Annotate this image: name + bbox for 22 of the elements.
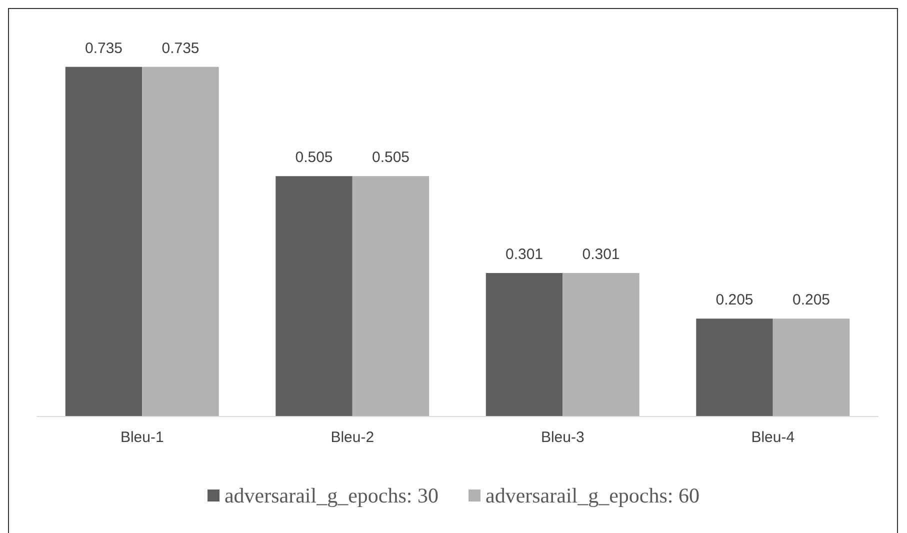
bar: [696, 318, 773, 416]
data-label: 0.205: [792, 292, 830, 309]
data-label: 0.505: [295, 149, 333, 166]
bar: [562, 273, 640, 416]
legend-label: adversarail_g_epochs: 30: [224, 484, 439, 508]
bar: [486, 273, 563, 416]
bar: [352, 176, 430, 416]
bar: [142, 66, 219, 416]
bar: [65, 66, 142, 416]
data-label: 0.735: [84, 40, 123, 57]
data-label: 0.205: [716, 292, 754, 309]
x-tick-label: Bleu-3: [540, 429, 584, 446]
data-label: 0.735: [162, 40, 200, 57]
x-tick-label: Bleu-1: [120, 429, 164, 446]
data-label: 0.301: [582, 246, 620, 264]
data-label: 0.505: [372, 149, 410, 166]
data-label: 0.301: [505, 246, 544, 264]
bar: [276, 176, 352, 416]
x-tick-label: Bleu-4: [751, 429, 795, 446]
bar: [772, 318, 850, 416]
x-tick-label: Bleu-2: [330, 429, 374, 446]
legend-label: adversarail_g_epochs: 60: [486, 484, 700, 508]
